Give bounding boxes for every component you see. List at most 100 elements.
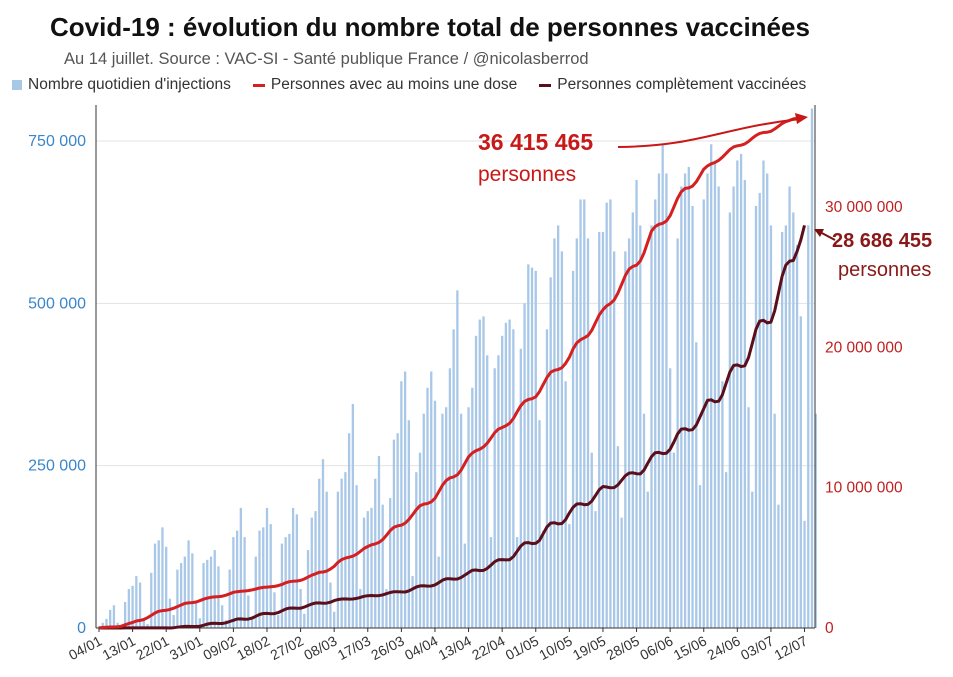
bar — [590, 452, 593, 628]
line-first-dose — [98, 115, 805, 630]
bar — [448, 368, 452, 628]
annotation-first-dose-unit: personnes — [478, 163, 576, 186]
bar — [228, 569, 231, 628]
bar — [568, 524, 571, 628]
bar — [683, 173, 687, 628]
bar — [232, 537, 235, 628]
bar — [519, 348, 522, 628]
bar — [340, 478, 343, 628]
bar — [710, 144, 713, 628]
left-tick-label: 750 000 — [28, 133, 86, 150]
bar — [142, 618, 145, 628]
bar — [646, 491, 649, 628]
bar — [295, 514, 298, 628]
bar — [105, 618, 108, 628]
bar — [415, 472, 418, 628]
bar — [612, 251, 616, 628]
bar — [329, 582, 332, 628]
bar — [396, 433, 399, 628]
bar — [325, 491, 328, 628]
legend-swatch-first-dose — [252, 83, 265, 87]
bar — [168, 598, 172, 628]
bar — [172, 615, 175, 628]
bar — [530, 267, 534, 628]
x-tick-label: 17/03 — [335, 632, 374, 663]
bar — [650, 225, 653, 628]
bar — [571, 270, 575, 628]
chart-title: Covid-19 : évolution du nombre total de … — [50, 12, 810, 42]
bar — [810, 108, 814, 628]
bar — [157, 540, 160, 628]
legend-label-injections: Nombre quotidien d'injections — [28, 76, 231, 93]
bar — [724, 472, 728, 628]
bar — [430, 371, 433, 628]
bar — [575, 238, 578, 628]
bar — [512, 329, 515, 628]
bar — [123, 602, 127, 628]
bar — [392, 439, 396, 628]
bar — [254, 556, 257, 628]
x-tick-label: 09/02 — [200, 632, 239, 663]
bar — [202, 563, 205, 628]
bar — [467, 407, 470, 628]
bar — [187, 540, 190, 628]
bar — [814, 413, 817, 628]
bar — [138, 582, 142, 628]
right-tick-label: 0 — [825, 620, 834, 637]
legend-item-complete: Personnes complètement vaccinées — [539, 76, 806, 94]
annotation-first-dose-value: 36 415 465 — [478, 129, 593, 155]
bar — [101, 622, 104, 628]
bar — [191, 553, 194, 628]
bar — [743, 179, 746, 628]
bar — [609, 199, 612, 628]
bar — [639, 225, 642, 628]
bar — [624, 251, 627, 628]
bar — [445, 407, 448, 628]
line-complete — [99, 225, 806, 630]
bar — [355, 485, 358, 628]
legend-swatch-complete — [539, 83, 552, 87]
bar — [213, 550, 216, 628]
bar — [527, 264, 530, 628]
bar — [538, 420, 541, 628]
bar — [657, 173, 661, 628]
bar — [198, 618, 201, 628]
bar — [183, 556, 187, 628]
annotation-complete-value: 28 686 455 — [832, 230, 932, 252]
bar — [362, 517, 366, 628]
x-tick-label: 28/05 — [604, 632, 643, 663]
x-tick-label: 04/01 — [66, 632, 105, 663]
bar — [717, 186, 720, 628]
x-tick-label: 03/07 — [738, 632, 777, 663]
bar — [336, 491, 340, 628]
bar — [482, 316, 485, 628]
x-tick-label: 15/06 — [671, 632, 710, 663]
bar — [235, 530, 239, 628]
bar — [426, 387, 429, 628]
bar — [250, 616, 254, 628]
legend-item-first-dose: Personnes avec au moins une dose — [252, 76, 517, 94]
bar — [769, 225, 773, 628]
bar — [179, 563, 183, 628]
bar — [194, 602, 198, 628]
bar — [777, 504, 780, 628]
bar — [239, 507, 243, 628]
x-tick-label: 24/06 — [704, 632, 743, 663]
bar — [486, 355, 489, 628]
legend-item-injections: Nombre quotidien d'injections — [12, 76, 231, 94]
bar — [374, 478, 377, 628]
bar — [314, 511, 317, 628]
bar — [389, 498, 392, 628]
bar — [150, 572, 153, 628]
bar — [310, 517, 313, 628]
bar — [713, 160, 717, 629]
bar — [605, 202, 608, 628]
bar — [370, 507, 373, 628]
bar — [799, 316, 802, 628]
bar — [385, 589, 388, 628]
x-tick-label: 26/03 — [368, 632, 407, 663]
bar — [579, 199, 582, 628]
bar — [127, 589, 131, 628]
bar — [489, 537, 493, 628]
bar — [497, 355, 500, 628]
